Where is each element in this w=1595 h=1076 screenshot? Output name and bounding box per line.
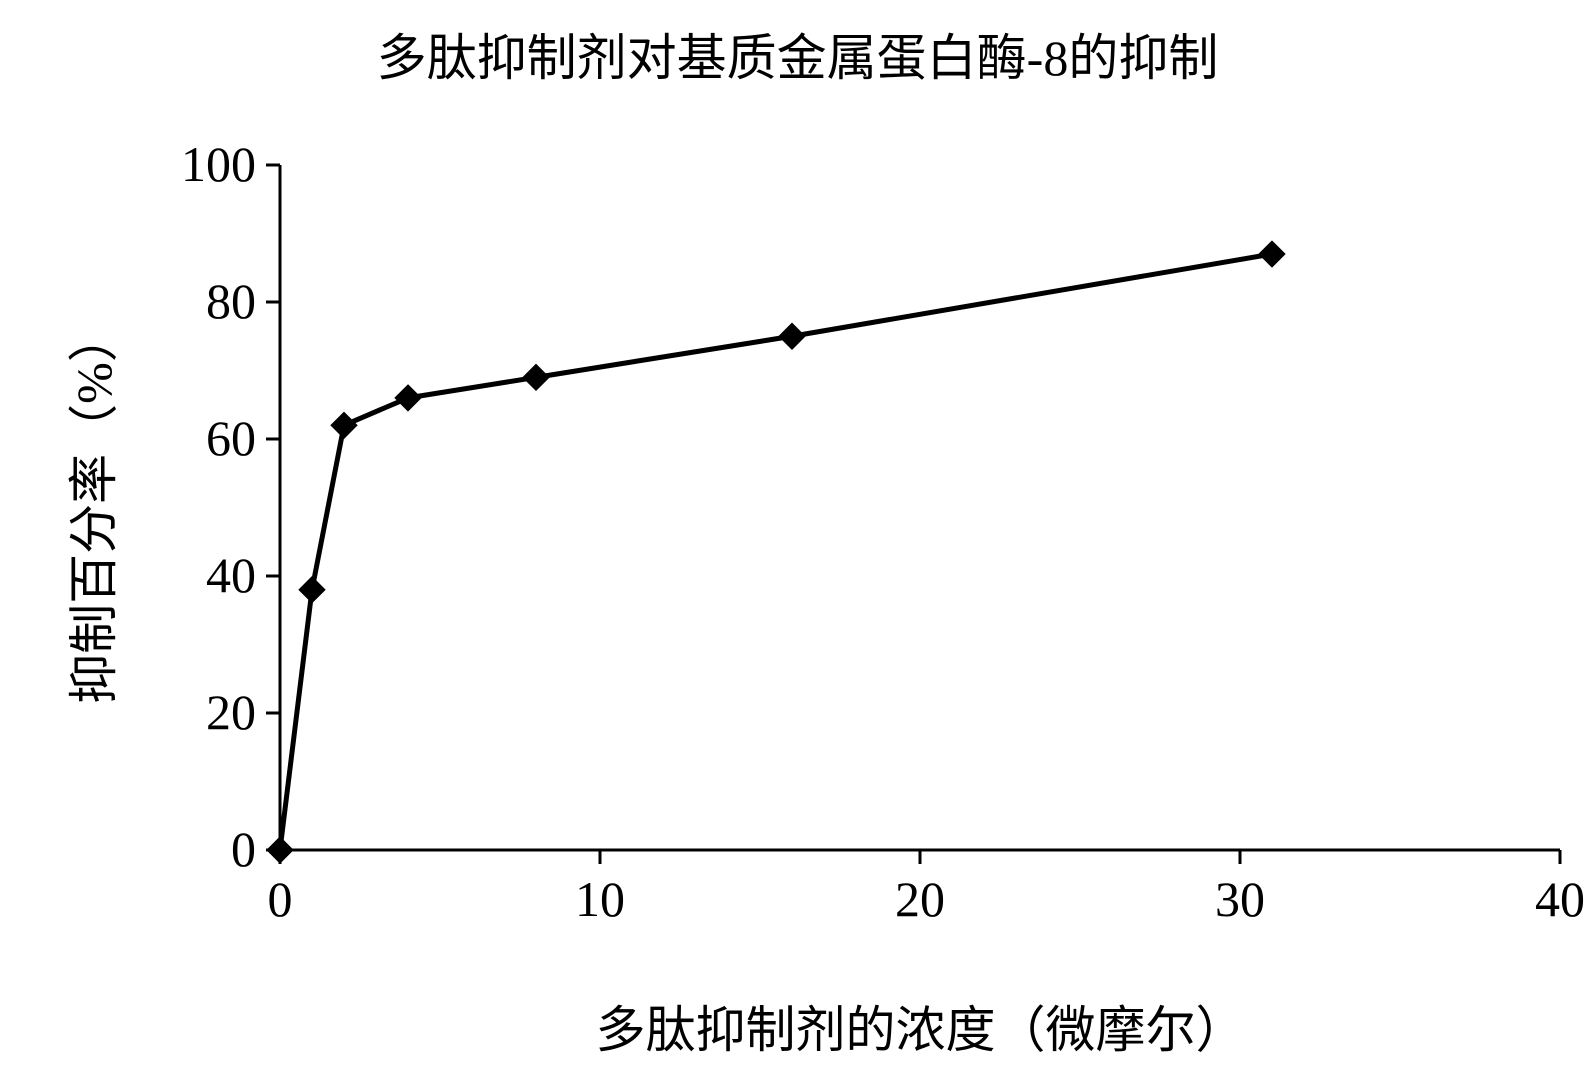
- y-tick-label: 100: [181, 135, 256, 193]
- x-tick-label: 40: [1500, 870, 1595, 928]
- y-tick-label: 80: [206, 272, 256, 330]
- data-marker: [267, 837, 293, 863]
- y-tick-label: 20: [206, 683, 256, 741]
- data-marker: [1259, 241, 1285, 267]
- data-marker: [331, 412, 357, 438]
- x-tick-label: 0: [220, 870, 340, 928]
- chart-page: { "chart": { "type": "line", "title": "多…: [0, 0, 1595, 1076]
- data-marker: [523, 364, 549, 390]
- x-tick-label: 30: [1180, 870, 1300, 928]
- x-tick-label: 10: [540, 870, 660, 928]
- x-tick-label: 20: [860, 870, 980, 928]
- y-tick-label: 0: [231, 820, 256, 878]
- y-tick-label: 40: [206, 546, 256, 604]
- data-marker: [395, 385, 421, 411]
- y-tick-label: 60: [206, 409, 256, 467]
- data-marker: [779, 323, 805, 349]
- data-marker: [299, 577, 325, 603]
